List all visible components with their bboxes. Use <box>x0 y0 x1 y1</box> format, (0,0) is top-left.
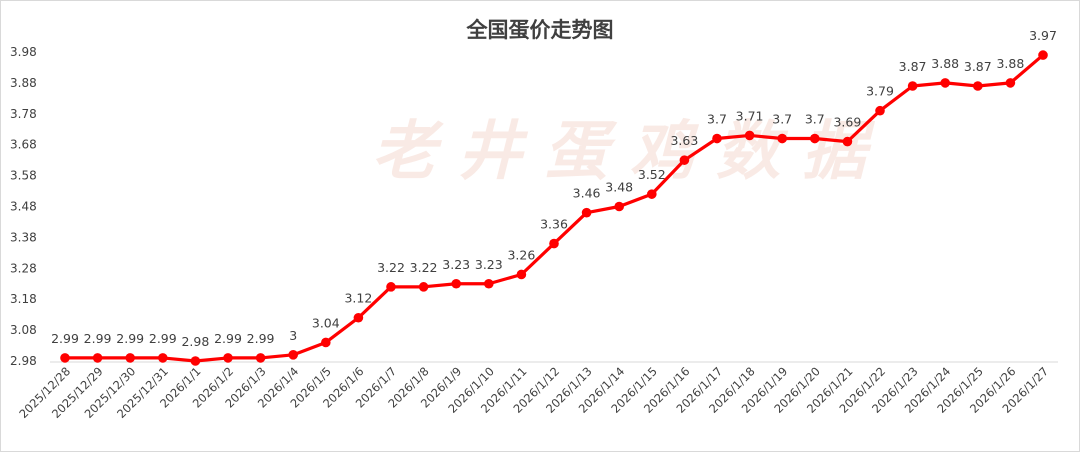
data-label: 3.71 <box>736 108 764 123</box>
data-label: 2.99 <box>214 331 242 346</box>
data-point <box>940 78 950 88</box>
data-label: 3.52 <box>638 167 666 182</box>
data-label: 3.87 <box>899 59 927 74</box>
data-label: 2.99 <box>116 331 144 346</box>
data-point <box>973 81 983 91</box>
data-point <box>255 353 266 363</box>
data-point <box>288 350 299 360</box>
data-label: 3.7 <box>772 112 792 127</box>
data-label: 3.23 <box>442 257 470 272</box>
y-tick-label: 3.48 <box>10 200 37 214</box>
data-point <box>190 356 201 366</box>
data-point <box>744 130 755 141</box>
y-tick-label: 3.28 <box>10 261 37 275</box>
y-tick-label: 3.18 <box>10 292 37 306</box>
data-label: 3.12 <box>344 291 372 306</box>
data-point <box>92 353 103 363</box>
data-point <box>516 269 527 280</box>
data-label: 3.36 <box>540 217 568 232</box>
y-tick-label: 3.78 <box>10 107 37 121</box>
data-label: 3.87 <box>964 59 992 74</box>
data-point <box>1005 78 1016 88</box>
y-tick-label: 3.68 <box>10 138 37 152</box>
y-tick-label: 3.08 <box>10 323 37 337</box>
data-label: 3.26 <box>507 247 535 262</box>
data-label: 2.99 <box>247 331 275 346</box>
data-point <box>451 278 462 289</box>
data-point <box>549 238 559 249</box>
data-point <box>614 201 624 212</box>
data-point <box>418 282 429 292</box>
data-point <box>60 353 70 363</box>
data-label: 3.48 <box>605 180 633 195</box>
data-point <box>321 337 331 348</box>
data-point <box>125 353 135 363</box>
data-label: 3.22 <box>410 260 438 275</box>
data-label: 2.99 <box>84 331 112 346</box>
data-point <box>712 133 722 144</box>
data-point <box>158 353 168 363</box>
data-label: 2.99 <box>149 331 177 346</box>
data-point <box>810 133 820 144</box>
data-point <box>353 312 364 323</box>
data-label: 2.98 <box>181 334 209 349</box>
y-tick-label: 3.88 <box>10 76 37 90</box>
data-label: 3.88 <box>996 56 1024 71</box>
data-point <box>679 155 690 165</box>
data-point <box>581 207 592 218</box>
series-line <box>63 53 1045 363</box>
data-label: 3.7 <box>805 112 825 127</box>
data-point <box>1038 50 1048 60</box>
data-point <box>386 282 396 292</box>
data-point <box>875 105 885 116</box>
data-label: 3.63 <box>670 133 698 148</box>
data-label: 3.22 <box>377 260 405 275</box>
y-tick-label: 2.98 <box>10 354 37 368</box>
data-label: 2.99 <box>51 331 79 346</box>
chart-title: 全国蛋价走势图 <box>466 17 614 42</box>
data-label: 3 <box>289 328 297 343</box>
data-label: 3.46 <box>573 186 601 201</box>
y-tick-label: 3.38 <box>10 230 37 244</box>
data-point <box>907 81 918 91</box>
data-label: 3.97 <box>1029 28 1057 43</box>
data-point <box>223 353 233 363</box>
data-point <box>777 133 787 144</box>
data-label: 3.23 <box>475 257 503 272</box>
data-label: 3.69 <box>833 115 861 130</box>
data-label: 3.88 <box>931 56 959 71</box>
data-label: 3.79 <box>866 84 894 99</box>
data-point <box>484 278 494 289</box>
data-point <box>647 189 657 199</box>
data-label: 3.7 <box>707 112 727 127</box>
data-point <box>842 136 853 147</box>
y-tick-label: 3.98 <box>10 45 37 59</box>
data-label: 3.04 <box>312 315 340 330</box>
y-tick-label: 3.58 <box>10 169 37 183</box>
